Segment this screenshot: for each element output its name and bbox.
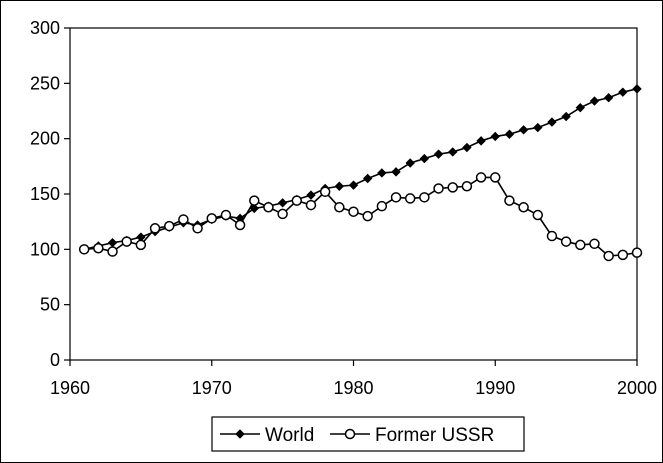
y-tick-label: 0 [50,350,60,370]
data-point-former-ussr [546,230,558,242]
data-point-world [419,153,430,164]
data-point-world [632,84,642,94]
legend-entry-world: World [220,425,314,446]
data-point-former-ussr [178,214,189,225]
data-point-former-ussr [461,181,473,192]
data-point-world [277,198,288,208]
data-point-world [589,96,600,106]
data-point-former-ussr [560,236,572,247]
legend-label-world: World [265,425,314,446]
y-tick-label: 250 [30,73,60,93]
data-point-world [391,167,401,177]
data-point-world [504,129,515,139]
x-tick-label: 1960 [50,378,90,398]
data-point-world [249,203,259,214]
data-point-former-ussr [121,236,132,247]
data-point-world [348,180,359,190]
data-point-former-ussr [589,238,600,250]
data-point-former-ussr [348,206,359,217]
data-point-world [377,168,387,178]
legend-entry-former-ussr: Former USSR [330,425,494,446]
data-point-former-ussr [249,195,260,206]
data-point-world [405,158,415,168]
data-point-former-ussr [163,220,175,232]
data-point-world [462,142,472,153]
data-point-former-ussr [419,192,430,203]
data-point-former-ussr [575,239,586,251]
data-point-former-ussr [447,182,458,193]
data-point-former-ussr [220,209,232,221]
data-point-former-ussr [263,202,274,213]
y-tick-label: 150 [30,184,60,204]
x-tick-label: 2000 [617,378,657,398]
data-point-world [433,149,444,159]
data-point-former-ussr [192,223,203,234]
data-point-world [561,111,571,122]
data-point-former-ussr [504,195,515,206]
data-point-former-ussr [490,172,501,183]
data-point-former-ussr [475,172,487,183]
data-point-former-ussr [603,250,614,262]
series-former-ussr [78,172,643,262]
data-point-world [603,93,614,103]
data-point-world [362,173,373,184]
data-point-former-ussr [404,193,416,204]
data-point-world [334,181,345,191]
data-point-former-ussr [234,219,246,231]
data-point-former-ussr [362,210,373,222]
data-point-former-ussr [319,186,331,198]
y-tick-label: 100 [30,239,60,259]
data-point-former-ussr [617,249,629,261]
data-point-former-ussr [93,242,104,254]
data-point-former-ussr [376,200,388,212]
legend-marker-former-ussr [344,428,356,440]
data-point-world [618,87,628,97]
data-point-former-ussr [149,223,161,234]
data-point-former-ussr [305,199,317,211]
data-point-former-ussr [631,247,643,258]
data-point-former-ussr [277,208,288,220]
data-point-world [533,122,543,133]
data-point-world [490,131,500,142]
y-tick-label: 50 [40,295,60,315]
data-point-former-ussr [135,239,147,251]
data-point-former-ussr [78,244,90,255]
data-point-former-ussr [107,246,118,257]
data-point-world [575,102,586,113]
data-point-world [518,125,529,135]
data-point-world [476,136,486,146]
series-line-world [83,88,638,251]
data-point-former-ussr [518,202,529,213]
data-point-former-ussr [532,209,544,221]
data-point-former-ussr [206,213,217,224]
series-line-former-ussr [84,176,638,257]
y-tick-label: 200 [30,129,60,149]
legend-marker-world [235,429,245,439]
y-tick-label: 300 [30,18,60,38]
data-point-world [448,147,458,157]
x-tick-label: 1970 [192,378,232,398]
x-tick-label: 1990 [475,378,515,398]
data-point-former-ussr [390,192,402,203]
data-point-former-ussr [334,202,345,213]
x-tick-label: 1980 [333,378,373,398]
data-point-world [547,117,557,127]
data-point-world [306,190,316,200]
data-point-former-ussr [433,183,444,194]
legend-label-former-ussr: Former USSR [375,425,494,446]
data-point-former-ussr [291,195,303,206]
